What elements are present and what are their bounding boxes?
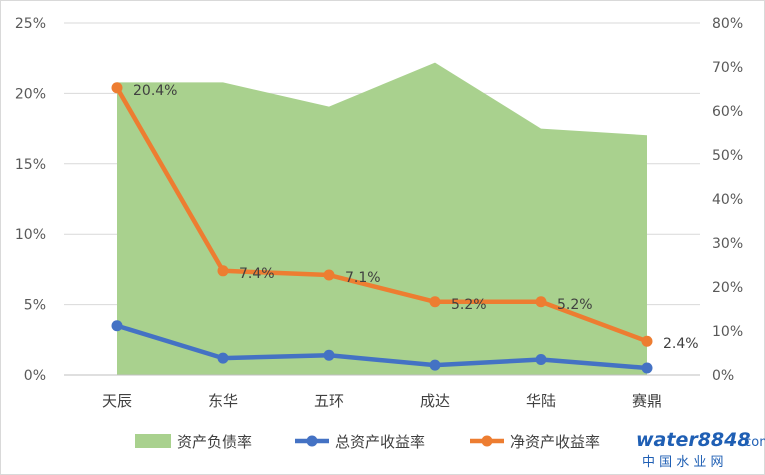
data-point-marker [217, 265, 229, 277]
data-point-marker [641, 335, 653, 347]
left-axis: 0% 5% 10% 15% 20% 25% [15, 16, 46, 384]
legend-swatch-area [135, 434, 171, 448]
left-axis-tick-label: 10% [15, 227, 46, 243]
data-label: 7.4% [239, 266, 275, 282]
area-series [117, 62, 647, 375]
left-axis-tick-label: 25% [15, 16, 46, 32]
data-point-marker [323, 349, 335, 361]
data-label: 20.4% [133, 83, 177, 99]
data-point-marker [535, 354, 547, 366]
data-label: 2.4% [663, 336, 699, 352]
x-axis-category-label: 东华 [208, 392, 238, 410]
right-axis-tick-label: 30% [712, 236, 743, 252]
area-series-debt-ratio [117, 62, 647, 375]
x-axis-category-label: 华陆 [526, 392, 556, 410]
data-point-marker [429, 296, 441, 308]
right-axis-tick-label: 50% [712, 148, 743, 164]
right-axis-tick-label: 70% [712, 60, 743, 76]
legend-label: 资产负债率 [177, 433, 252, 451]
x-axis-category-label: 赛鼎 [632, 392, 662, 410]
watermark-tagline: 中 国 水 业 网 [642, 455, 724, 470]
data-point-marker [217, 352, 229, 364]
x-axis-category-label: 成达 [420, 392, 450, 410]
right-axis: 0% 10% 20% 30% 40% 50% 60% 70% 80% [712, 16, 743, 384]
left-axis-tick-label: 20% [15, 86, 46, 102]
data-label: 5.2% [451, 297, 487, 313]
x-axis: 天辰 东华 五环 成达 华陆 赛鼎 [64, 374, 700, 410]
data-label: 7.1% [345, 270, 381, 286]
right-axis-tick-label: 0% [712, 368, 734, 384]
data-point-marker [429, 359, 441, 371]
data-point-marker [323, 269, 335, 281]
left-axis-tick-label: 5% [24, 298, 46, 314]
right-axis-tick-label: 60% [712, 104, 743, 120]
line-series [111, 82, 653, 374]
data-point-marker [111, 82, 123, 94]
line-series [114, 323, 650, 371]
data-point-marker [535, 296, 547, 308]
left-axis-tick-label: 15% [15, 157, 46, 173]
legend-label: 总资产收益率 [335, 433, 425, 451]
watermark-logo: water8848.com 中 国 水 业 网 [630, 424, 765, 470]
right-axis-tick-label: 20% [712, 280, 743, 296]
watermark-backdrop [630, 424, 762, 470]
data-point-marker [111, 320, 123, 332]
x-axis-category-label: 天辰 [102, 392, 132, 410]
legend: 资产负债率 总资产收益率 净资产收益率 [135, 433, 600, 451]
legend-swatch-marker [481, 435, 493, 447]
legend-swatch-marker [306, 435, 318, 447]
watermark-brand: water8848 [636, 429, 751, 451]
x-axis-category-label: 五环 [314, 392, 344, 410]
right-axis-tick-label: 80% [712, 16, 743, 32]
right-axis-tick-label: 40% [712, 192, 743, 208]
data-label: 5.2% [557, 297, 593, 313]
left-axis-tick-label: 0% [24, 368, 46, 384]
watermark-tld: .com [740, 435, 765, 450]
data-point-marker [641, 362, 653, 374]
line-series [114, 85, 650, 344]
data-labels: 20.4% 7.4% 7.1% 5.2% 5.2% 2.4% [133, 83, 699, 352]
right-axis-tick-label: 10% [712, 324, 743, 340]
legend-label: 净资产收益率 [510, 433, 600, 451]
